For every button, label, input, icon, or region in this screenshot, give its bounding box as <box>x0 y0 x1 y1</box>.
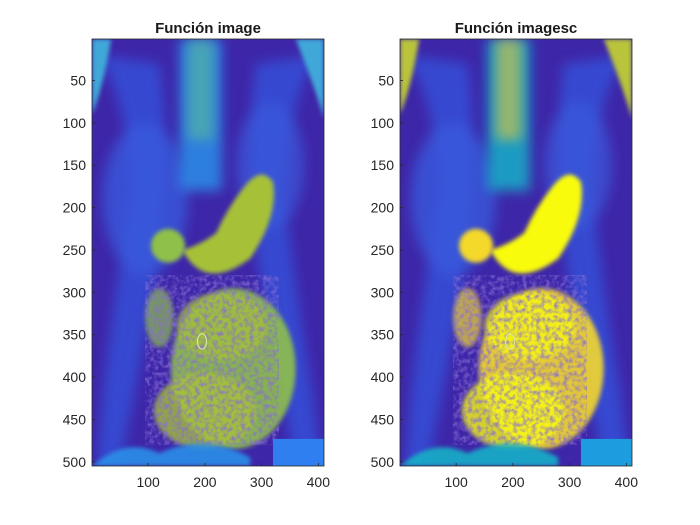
y-tick-label: 100 <box>371 115 395 131</box>
y-tick-label: 200 <box>63 200 87 216</box>
y-tick-label: 400 <box>371 369 395 385</box>
y-tick-label: 150 <box>63 157 87 173</box>
x-tick-labels: 100 200 300 400 <box>444 463 638 490</box>
y-tick-label: 400 <box>63 369 87 385</box>
y-tick-label: 500 <box>371 454 395 470</box>
y-tick-label: 500 <box>63 454 87 470</box>
ct-image <box>400 39 632 466</box>
y-tick-labels: 50 100 150 200 250 300 350 400 450 500 <box>63 73 95 470</box>
ct-image <box>92 39 324 466</box>
x-tick-label: 300 <box>250 474 274 490</box>
axes-title: Función imagesc <box>455 20 578 37</box>
y-tick-label: 100 <box>63 115 87 131</box>
y-tick-label: 250 <box>371 242 395 258</box>
y-tick-label: 450 <box>63 411 87 427</box>
x-tick-label: 400 <box>615 474 639 490</box>
axes-title: Función image <box>155 20 261 37</box>
y-tick-label: 150 <box>371 157 395 173</box>
y-tick-label: 350 <box>63 327 87 343</box>
axes-imagesc: Función imagesc 50 100 150 200 250 300 350 400 4… <box>371 20 639 490</box>
y-tick-label: 300 <box>371 284 395 300</box>
x-tick-label: 100 <box>444 474 468 490</box>
y-tick-labels: 50 100 150 200 250 300 350 400 450 500 <box>371 73 403 470</box>
y-tick-label: 200 <box>371 200 395 216</box>
y-tick-label: 250 <box>63 242 87 258</box>
x-tick-label: 100 <box>136 474 160 490</box>
y-tick-label: 50 <box>378 73 394 89</box>
x-tick-labels: 100 200 300 400 <box>136 463 330 490</box>
y-tick-label: 350 <box>371 327 395 343</box>
y-tick-label: 300 <box>63 284 87 300</box>
x-tick-label: 300 <box>558 474 582 490</box>
y-tick-label: 50 <box>70 73 86 89</box>
x-tick-label: 200 <box>501 474 525 490</box>
y-tick-label: 450 <box>371 411 395 427</box>
axes-image: Función image 50 100 150 200 250 300 350 400 450… <box>63 20 331 490</box>
x-tick-label: 400 <box>307 474 331 490</box>
x-tick-label: 200 <box>193 474 217 490</box>
